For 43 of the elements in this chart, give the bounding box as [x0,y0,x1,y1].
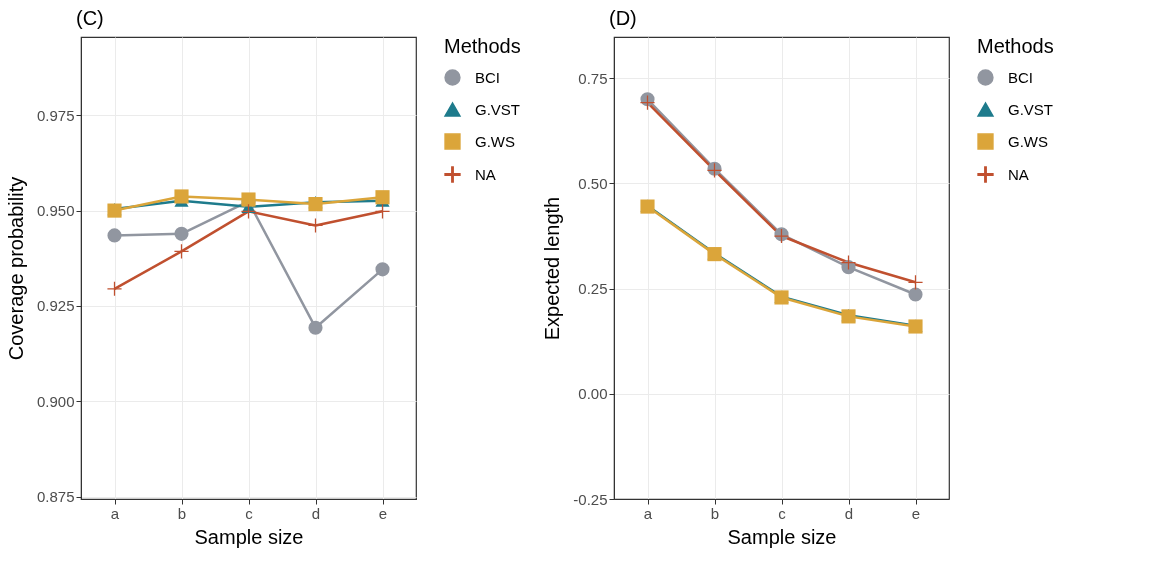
legend-label: BCI [1008,68,1034,86]
x-tick-label: c [778,504,787,522]
y-tick-label: -0.25 [573,490,608,508]
x-tick-label: b [710,504,720,522]
y-axis-title: Coverage probability [4,176,27,361]
legend-label: NA [475,165,496,183]
y-tick-label: 0.875 [36,488,75,506]
legend-title: Methods [444,35,521,57]
y-axis-title: Expected length [541,196,564,341]
legend-label: NA [1008,165,1029,183]
x-axis-title: Sample size [194,525,304,548]
x-tick-label: e [378,504,388,522]
legend-label: G.WS [1008,132,1048,150]
y-tick-label: 0.900 [36,392,75,410]
chart-title: (D) [609,7,637,29]
x-tick-label: a [110,504,120,522]
x-tick-label: e [911,504,921,522]
x-tick-label: c [245,504,254,522]
point [908,287,923,302]
point [174,226,189,241]
y-tick-label: 0.75 [578,69,608,87]
point [174,189,189,204]
legend-label: G.WS [475,132,515,150]
legend-label: BCI [475,68,501,86]
x-tick-label: d [311,504,321,522]
point [375,190,390,205]
y-tick-label: 0.25 [578,280,608,298]
y-tick-label: 0.50 [578,174,608,192]
point [375,262,390,277]
legend-label: G.VST [475,100,521,118]
y-tick-label: 0.925 [36,297,75,315]
x-tick-label: d [844,504,854,522]
x-axis-title: Sample size [727,525,837,548]
y-tick-label: 0.950 [36,202,75,220]
x-tick-label: a [643,504,653,522]
y-tick-label: 0.00 [578,385,608,403]
chart-title: (C) [76,7,104,29]
x-tick-label: b [177,504,187,522]
legend-label: G.VST [1008,100,1054,118]
y-tick-label: 0.975 [36,106,75,124]
point [107,228,122,243]
point [308,320,323,335]
legend-title: Methods [977,35,1054,57]
